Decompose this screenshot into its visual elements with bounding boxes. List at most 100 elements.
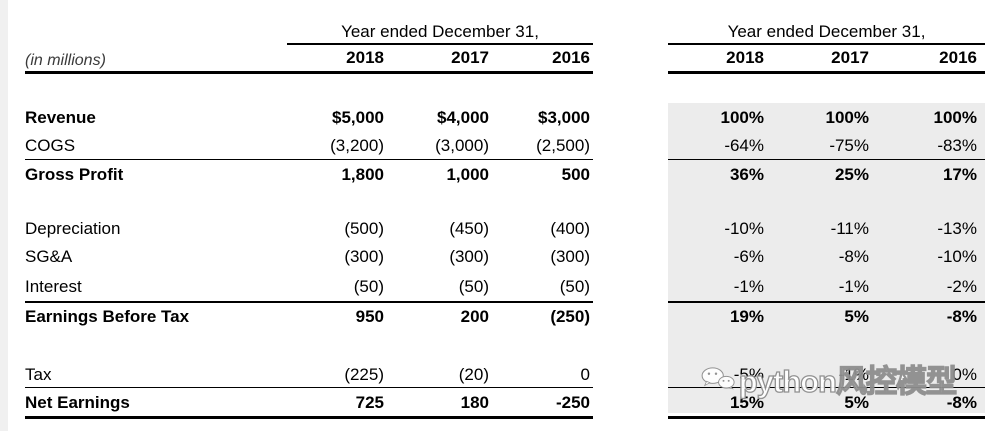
dollar-2016: (2,500) xyxy=(536,135,590,155)
pct-2018: 15% xyxy=(729,392,764,412)
pct-2018: -64% xyxy=(724,135,764,155)
rule-under-period-dollars xyxy=(287,43,593,45)
spacer-row xyxy=(25,190,985,215)
pct-2016: 0% xyxy=(952,364,977,384)
pct-2018: -1% xyxy=(733,276,764,296)
rule-above-net-earnings-dollars xyxy=(25,386,593,388)
rule-above-gross-profit-dollars xyxy=(25,158,593,160)
dollar-2017: $4,000 xyxy=(437,107,489,127)
dollar-2018: 950 xyxy=(355,307,384,326)
pct-2018: -5% xyxy=(733,364,764,384)
years-header-row: (in millions) 2018 2017 2016 2018 2017 2… xyxy=(25,45,985,71)
in-millions-note: (in millions) xyxy=(25,52,106,69)
dollar-2016: (400) xyxy=(550,219,590,238)
rule-below-net-earnings-dollars xyxy=(25,416,593,419)
panel-gap xyxy=(593,243,668,271)
rule-under-period-percents xyxy=(668,43,985,45)
panel-gap xyxy=(593,361,668,388)
pct-2016: -83% xyxy=(937,135,977,155)
rule-under-years-dollars xyxy=(25,71,593,74)
dollar-2018: (3,200) xyxy=(330,135,384,155)
dollar-2017: 200 xyxy=(460,307,489,326)
pct-2018: 19% xyxy=(729,307,764,326)
dollar-2017: 180 xyxy=(460,392,489,412)
pct-2017: -1% xyxy=(838,276,869,296)
statement-body: Revenue $5,000 $4,000 $3,000 100% 100% 1… xyxy=(25,104,985,417)
pct-2017: -8% xyxy=(838,247,869,266)
pct-2016: -8% xyxy=(946,392,977,412)
pct-2016: -10% xyxy=(937,247,977,266)
year-2016-dollars: 2016 xyxy=(552,48,590,67)
dollar-2016: (300) xyxy=(550,247,590,266)
dollar-2018: (500) xyxy=(344,219,384,238)
panel-gap xyxy=(593,104,668,131)
panel-gap xyxy=(593,271,668,302)
dollar-2018: (300) xyxy=(344,247,384,266)
pct-2016: -13% xyxy=(937,219,977,238)
left-edge-strip xyxy=(0,0,8,431)
dollar-2016: -250 xyxy=(555,392,590,412)
row-label: Net Earnings xyxy=(25,392,130,412)
dollar-2017: 1,000 xyxy=(446,165,489,184)
row-label: Earnings Before Tax xyxy=(25,307,190,326)
rule-above-ebt-dollars xyxy=(25,300,593,303)
pct-2017: -75% xyxy=(829,135,869,155)
pct-2018: 100% xyxy=(720,107,764,127)
dollar-2017: (50) xyxy=(458,276,489,296)
period-header-dollars: Year ended December 31, xyxy=(341,22,539,41)
pct-2018: 36% xyxy=(729,165,764,184)
dollar-2018: (225) xyxy=(344,364,384,384)
dollar-2017: (20) xyxy=(458,364,489,384)
dollar-2018: (50) xyxy=(353,276,384,296)
rule-above-gross-profit-percents xyxy=(668,158,985,160)
year-2017-dollars: 2017 xyxy=(451,48,489,67)
panel-gap xyxy=(593,45,668,71)
row-label: Interest xyxy=(25,276,82,296)
percent-panel-background xyxy=(668,103,985,413)
pct-2017: 5% xyxy=(844,392,869,412)
pct-2016: 100% xyxy=(933,107,977,127)
row-label: SG&A xyxy=(25,247,73,266)
dollar-2016: $3,000 xyxy=(538,107,590,127)
year-2016-percents: 2016 xyxy=(939,48,977,67)
dollar-2016: (250) xyxy=(550,307,590,326)
pct-2017: 100% xyxy=(825,107,869,127)
panel-gap xyxy=(593,215,668,243)
year-2017-percents: 2017 xyxy=(831,48,869,67)
spacer-row xyxy=(25,332,985,361)
panel-gap xyxy=(593,131,668,160)
period-header-percents: Year ended December 31, xyxy=(727,22,926,41)
row-label: COGS xyxy=(25,135,76,155)
rule-below-net-earnings-percents xyxy=(668,416,985,419)
dollar-2017: (300) xyxy=(449,247,489,266)
row-label: Depreciation xyxy=(25,219,121,238)
pct-2016: -2% xyxy=(946,276,977,296)
row-label: Revenue xyxy=(25,107,96,127)
pct-2018: -6% xyxy=(733,247,764,266)
row-label: Tax xyxy=(25,364,52,384)
rule-above-ebt-percents xyxy=(668,300,985,303)
pct-2017: 25% xyxy=(834,165,869,184)
dollar-2018: $5,000 xyxy=(332,107,384,127)
year-2018-dollars: 2018 xyxy=(346,48,384,67)
panel-gap xyxy=(593,160,668,190)
dollar-2018: 725 xyxy=(355,392,384,412)
year-2018-percents: 2018 xyxy=(726,48,764,67)
row-label: Gross Profit xyxy=(25,165,124,184)
dollar-2016: (50) xyxy=(559,276,590,296)
panel-gap xyxy=(593,388,668,417)
dollar-2018: 1,800 xyxy=(341,165,384,184)
dollar-2016: 0 xyxy=(580,364,590,384)
panel-gap xyxy=(593,302,668,332)
dollar-2017: (3,000) xyxy=(435,135,489,155)
pct-2016: -8% xyxy=(946,307,977,326)
dollar-2016: 500 xyxy=(561,165,590,184)
pct-2018: -10% xyxy=(724,219,764,238)
pct-2017: -1% xyxy=(838,364,869,384)
rule-above-net-earnings-percents xyxy=(668,386,985,388)
dollar-2017: (450) xyxy=(449,219,489,238)
pct-2016: 17% xyxy=(942,165,977,184)
rule-under-years-percents xyxy=(668,71,985,74)
pct-2017: 5% xyxy=(844,307,869,326)
